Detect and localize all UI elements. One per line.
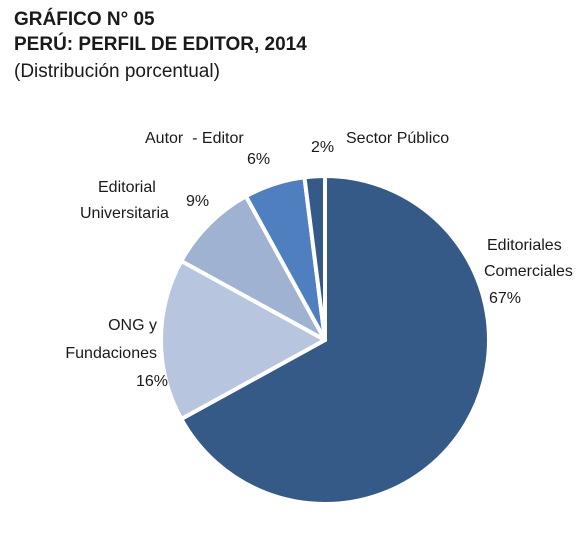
label-editorial-universitaria-1: Editorial	[98, 179, 156, 196]
label-editoriales-comerciales-2: Comerciales	[484, 263, 573, 280]
label-sector-publico: Sector Público	[346, 130, 449, 147]
label-editorial-universitaria-2: Universitaria	[80, 205, 169, 222]
label-ong-1: ONG y	[108, 317, 157, 334]
value-sector-publico: 2%	[311, 139, 334, 156]
label-autor-editor: Autor - Editor	[145, 130, 244, 147]
value-autor-editor: 6%	[247, 151, 270, 168]
label-ong-2: Fundaciones	[65, 345, 157, 362]
value-editorial-universitaria: 9%	[186, 193, 209, 210]
pie-slice-ong-y-fundaciones	[159, 258, 327, 422]
chart-subtitle: (Distribución porcentual)	[14, 61, 220, 82]
chart-number: GRÁFICO N° 05	[14, 9, 155, 30]
pie-slices	[159, 173, 491, 506]
pie-slice-sector-p-blico	[302, 173, 327, 342]
label-editoriales-comerciales-1: Editoriales	[487, 237, 562, 254]
value-editoriales-comerciales: 67%	[489, 290, 521, 307]
value-ong: 16%	[136, 373, 168, 390]
chart-title: PERÚ: PERFIL DE EDITOR, 2014	[14, 34, 307, 55]
pie-slice-editoriales-comerciales	[179, 174, 491, 506]
